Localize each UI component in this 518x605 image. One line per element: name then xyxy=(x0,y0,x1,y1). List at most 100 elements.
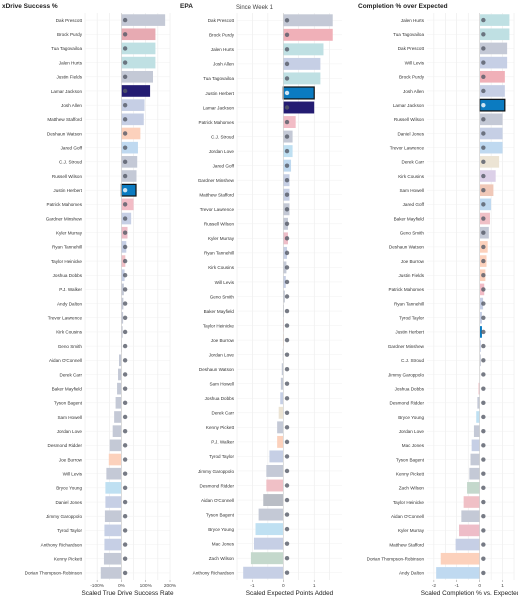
player-label: Russell Wilson xyxy=(204,222,235,227)
team-logo-icon xyxy=(122,230,128,235)
team-logo-icon xyxy=(284,236,290,241)
bar xyxy=(115,397,122,409)
player-label: Jimmy Garoppolo xyxy=(388,372,424,377)
bar xyxy=(479,184,494,196)
team-logo-icon xyxy=(122,216,128,221)
team-logo-icon xyxy=(284,497,290,503)
team-logo-icon xyxy=(122,131,128,136)
team-logo-icon xyxy=(284,134,290,139)
player-label: Tyrod Taylor xyxy=(57,528,82,533)
team-logo-icon xyxy=(481,216,486,221)
team-logo-icon xyxy=(284,18,290,23)
bar xyxy=(266,479,284,492)
bar xyxy=(243,566,284,579)
team-logo-icon xyxy=(481,514,486,519)
player-label: Bryce Young xyxy=(56,486,82,491)
player-label: Deshaun Watson xyxy=(199,367,235,372)
bar xyxy=(114,411,122,423)
player-label: Jalen Hurts xyxy=(59,60,83,65)
team-logo-icon xyxy=(481,485,486,491)
team-logo-icon xyxy=(481,187,486,193)
bar xyxy=(479,113,503,126)
player-label: Derek Carr xyxy=(212,411,235,416)
team-logo-icon xyxy=(284,250,290,256)
player-label: Derek Carr xyxy=(60,372,83,377)
player-label: Justin Fields xyxy=(56,75,82,80)
bar xyxy=(283,14,333,27)
bar xyxy=(266,465,284,477)
bar xyxy=(479,56,508,69)
team-logo-icon xyxy=(122,88,128,94)
bar xyxy=(478,382,480,395)
bar xyxy=(121,127,141,140)
player-label: Jimmy Garoppolo xyxy=(46,514,82,519)
bar xyxy=(479,340,481,352)
team-logo-icon xyxy=(122,528,128,533)
team-logo-icon xyxy=(284,221,290,227)
team-logo-icon xyxy=(481,386,486,391)
team-logo-icon xyxy=(284,207,290,212)
team-logo-icon xyxy=(122,400,128,406)
x-axis-title: Scaled True Drive Success Rate xyxy=(82,590,174,597)
bar xyxy=(250,552,284,565)
team-logo-icon xyxy=(122,60,128,65)
bar xyxy=(121,297,124,310)
player-label: Dorian Thompson-Robinson xyxy=(25,571,83,576)
bar xyxy=(121,28,156,41)
bar xyxy=(280,377,284,390)
bar xyxy=(283,290,285,303)
player-label: Tyson Bagent xyxy=(396,457,425,462)
team-logo-icon xyxy=(284,468,290,474)
team-logo-icon xyxy=(284,366,290,372)
player-label: Jared Goff xyxy=(61,145,83,150)
team-logo-icon xyxy=(284,396,290,401)
player-label: Deshaun Watson xyxy=(389,245,425,250)
team-logo-icon xyxy=(284,439,290,445)
bar xyxy=(253,537,284,550)
bar xyxy=(121,170,137,182)
player-label: Bryce Young xyxy=(208,527,234,532)
bar xyxy=(283,43,324,56)
player-label: Kyler Murray xyxy=(398,528,425,533)
team-logo-icon xyxy=(122,301,128,306)
team-logo-icon xyxy=(481,131,486,136)
team-logo-icon xyxy=(481,117,486,122)
player-label: Brock Purdy xyxy=(57,32,83,37)
bar xyxy=(121,99,145,111)
bar xyxy=(278,406,284,419)
player-label: Geno Smith xyxy=(58,344,83,349)
team-logo-icon xyxy=(122,315,128,320)
team-logo-icon xyxy=(481,329,486,335)
bar xyxy=(106,467,122,480)
player-label: Ryan Tannehill xyxy=(52,245,82,250)
team-logo-icon xyxy=(481,457,486,462)
bar xyxy=(479,156,500,168)
team-logo-icon xyxy=(122,428,128,434)
bar xyxy=(277,435,284,448)
player-label: Brock Purdy xyxy=(209,33,235,38)
team-logo-icon xyxy=(284,410,290,416)
team-logo-icon xyxy=(481,443,486,448)
player-label: C.J. Stroud xyxy=(401,358,424,363)
bar xyxy=(280,392,284,405)
team-logo-icon xyxy=(481,570,486,576)
bar xyxy=(479,85,505,97)
team-logo-icon xyxy=(122,514,128,519)
team-logo-icon xyxy=(284,177,290,183)
player-label: P.J. Walker xyxy=(211,440,234,445)
team-logo-icon xyxy=(284,425,290,430)
bar xyxy=(455,538,480,551)
team-logo-icon xyxy=(481,46,486,51)
team-logo-icon xyxy=(122,570,128,576)
team-logo-icon xyxy=(122,556,128,561)
team-logo-icon xyxy=(122,102,128,108)
team-logo-icon xyxy=(122,386,128,391)
team-logo-icon xyxy=(284,570,290,575)
player-label: Justin Herbert xyxy=(395,330,424,335)
team-logo-icon xyxy=(122,542,128,547)
player-label: Russell Wilson xyxy=(52,174,83,179)
bar xyxy=(479,70,505,83)
player-label: Josh Allen xyxy=(213,62,234,67)
bar xyxy=(119,354,122,367)
